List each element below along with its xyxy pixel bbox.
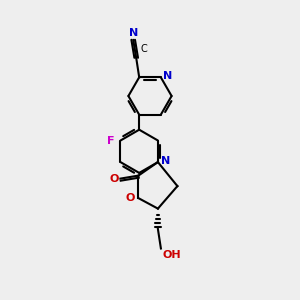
Text: F: F (107, 136, 115, 146)
Text: OH: OH (162, 250, 181, 260)
Text: N: N (129, 28, 138, 38)
Text: C: C (141, 44, 148, 54)
Text: O: O (125, 193, 135, 203)
Text: N: N (161, 156, 170, 166)
Text: O: O (110, 174, 119, 184)
Text: N: N (163, 71, 172, 81)
